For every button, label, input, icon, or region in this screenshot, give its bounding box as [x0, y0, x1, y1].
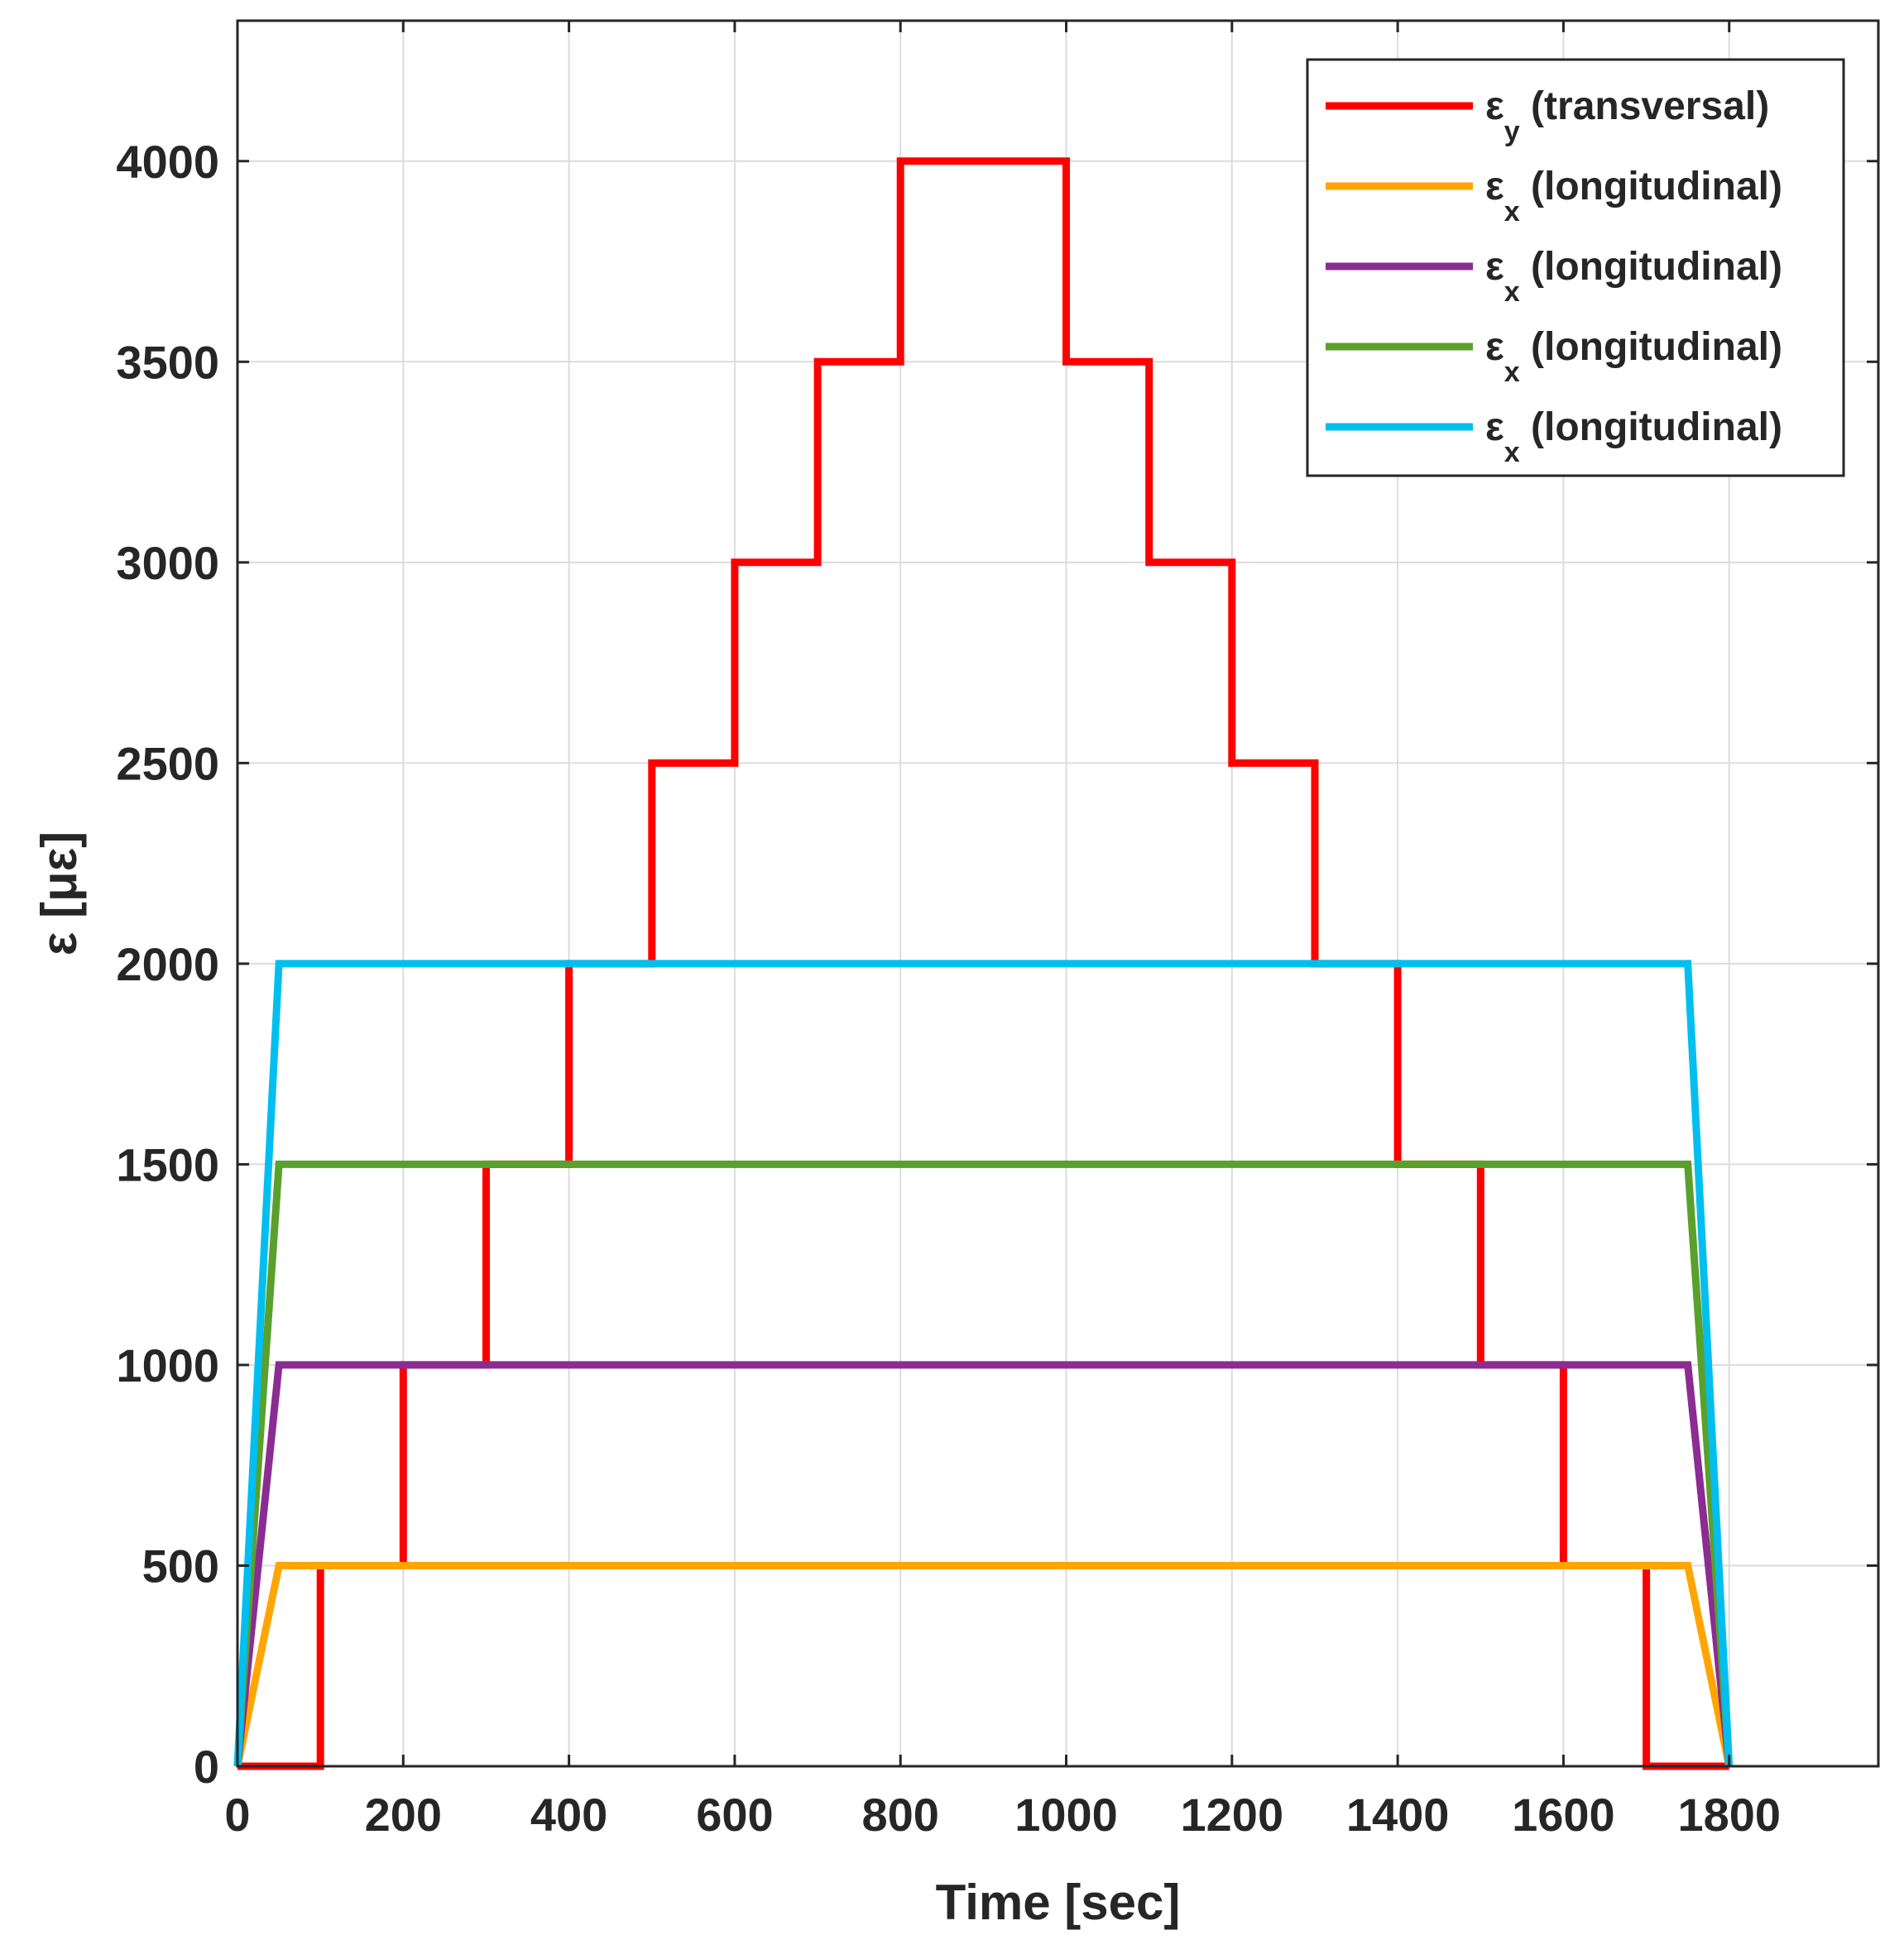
legend-symbol: ε: [1485, 325, 1504, 369]
y-tick-label: 1500: [116, 1138, 219, 1190]
y-tick-label: 1000: [116, 1339, 219, 1391]
legend-subscript: x: [1504, 196, 1520, 228]
series-line-4: [233, 960, 1734, 1767]
legend-entry-label: εx (longitudinal): [1485, 325, 1782, 388]
y-tick-label: 4000: [116, 136, 219, 188]
y-axis-label: ε [με]: [31, 831, 87, 956]
x-tick-label: 1000: [1014, 1789, 1118, 1841]
legend-description: (longitudinal): [1520, 325, 1782, 369]
legend-description: (longitudinal): [1520, 165, 1782, 208]
legend-subscript: x: [1504, 276, 1520, 308]
x-tick-label: 1400: [1346, 1789, 1450, 1841]
y-tick-label: 2500: [116, 737, 219, 789]
y-tick-label: 2000: [116, 938, 219, 990]
legend-entry-label: εy (transversal): [1485, 84, 1769, 147]
legend: εy (transversal)εx (longitudinal)εx (lon…: [1306, 58, 1845, 477]
legend-description: (longitudinal): [1520, 245, 1782, 289]
y-tick-label: 500: [142, 1540, 219, 1592]
x-tick-label: 1800: [1677, 1789, 1781, 1841]
legend-entry-label: εx (longitudinal): [1485, 165, 1782, 228]
legend-symbol: ε: [1485, 245, 1504, 289]
series-line-3: [233, 1160, 1734, 1767]
plot-frame: [236, 19, 1880, 1768]
legend-entry-label: εx (longitudinal): [1485, 245, 1782, 308]
legend-subscript: x: [1504, 357, 1520, 388]
legend-description: (transversal): [1520, 84, 1769, 128]
y-tick-label: 3500: [116, 336, 219, 388]
x-tick-label: 1600: [1512, 1789, 1615, 1841]
series-group: [233, 157, 1734, 1770]
legend-symbol: ε: [1485, 84, 1504, 128]
x-axis-label: Time [sec]: [936, 1875, 1181, 1930]
legend-symbol: ε: [1485, 165, 1504, 208]
x-tick-label: 800: [861, 1789, 938, 1841]
series-line-0: [237, 157, 1729, 1770]
y-tick-label: 0: [194, 1741, 219, 1793]
x-tick-label: 1200: [1181, 1789, 1284, 1841]
legend-symbol: ε: [1485, 405, 1504, 449]
ticks: 0 200 400 600 800 1000 1200 1400 1600 1800 0 500 100…: [116, 21, 1878, 1841]
y-tick-label: 3000: [116, 537, 219, 589]
x-tick-label: 200: [365, 1789, 442, 1841]
legend-subscript: y: [1504, 116, 1520, 147]
x-tick-label: 0: [224, 1789, 250, 1841]
legend-subscript: x: [1504, 437, 1520, 468]
legend-description: (longitudinal): [1520, 405, 1782, 449]
legend-entry-label: εx (longitudinal): [1485, 405, 1782, 468]
series-line-1: [233, 1562, 1734, 1767]
series-line-2: [233, 1361, 1734, 1767]
x-tick-label: 600: [696, 1789, 773, 1841]
x-tick-label: 400: [530, 1789, 607, 1841]
